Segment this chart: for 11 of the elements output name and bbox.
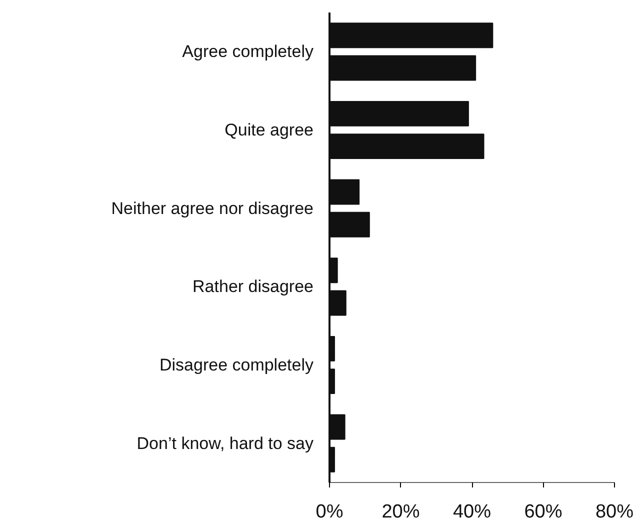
x-tick-label: 0% [316,502,344,522]
y-tick-label: Neither agree nor disagree [111,198,314,218]
x-tick-label: 20% [382,502,420,522]
y-tick-label: Rather disagree [192,277,314,296]
y-tick-label: Don’t know, hard to say [136,434,314,453]
y-tick-label: Agree completely [182,42,314,62]
y-tick-label: Disagree completely [159,356,314,374]
x-tick-label: 40% [452,502,492,522]
x-tick-label: 60% [524,502,562,522]
y-tick-label: Quite agree [224,120,314,140]
x-tick-label: 80% [595,502,634,522]
